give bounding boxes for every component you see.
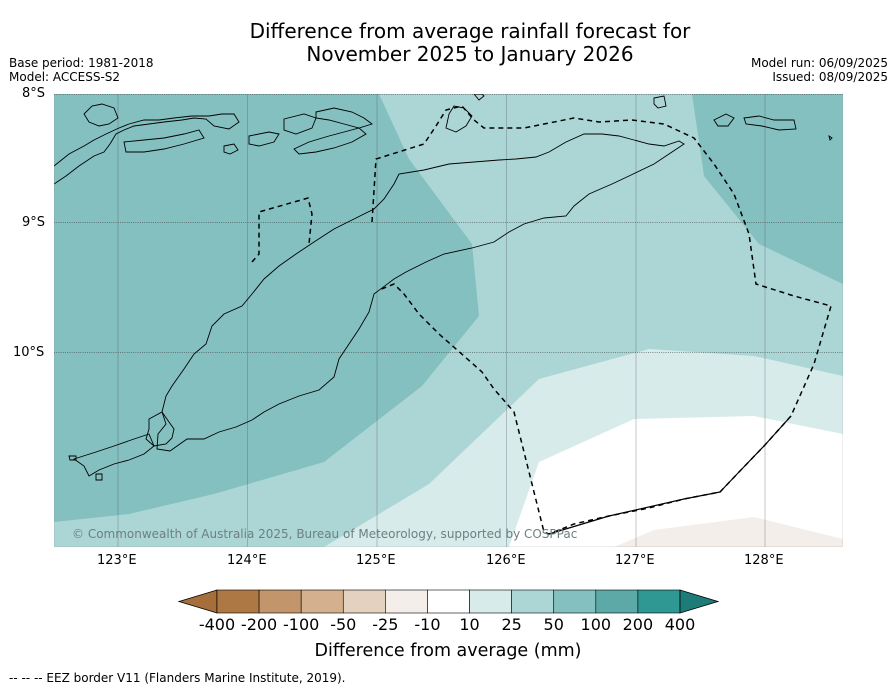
lon-label-127e: 127°E	[615, 553, 655, 568]
colorbar-segment	[216, 589, 260, 614]
colorbar-tick-label: 50	[544, 615, 564, 634]
rainfall-map: © Commonwealth of Australia 2025, Bureau…	[54, 94, 843, 547]
copyright-notice: © Commonwealth of Australia 2025, Bureau…	[72, 527, 577, 541]
colorbar-tick-label: 100	[581, 615, 612, 634]
band-minus-10-25	[614, 517, 843, 547]
colorbar-tick-label: -10	[414, 615, 440, 634]
issued-date: Issued: 08/09/2025	[772, 70, 888, 84]
colorbar-labels: -400 -200 -100 -50 -25 -10 10 25 50 100 200 400	[199, 615, 695, 634]
eez-footer-note: -- -- -- EEZ border V11 (Flanders Marine…	[9, 671, 346, 685]
map-title: Difference from average rainfall forecas…	[0, 20, 896, 66]
meta-left: Base period: 1981-2018 Model: ACCESS-S2	[9, 56, 154, 84]
lon-label-123e: 123°E	[97, 553, 137, 568]
colorbar: -400 -200 -100 -50 -25 -10 10 25 50 100 200 400	[177, 589, 720, 634]
model-name: Model: ACCESS-S2	[9, 70, 121, 84]
colorbar-extend-low	[177, 589, 218, 614]
meta-right: Model run: 06/09/2025 Issued: 08/09/2025	[751, 56, 888, 84]
lat-label-9s: 9°S	[22, 215, 46, 230]
timor-island	[156, 133, 685, 452]
colorbar-tick-label: 400	[665, 615, 696, 634]
colorbar-segment	[427, 589, 470, 614]
colorbar-segment	[258, 589, 302, 614]
coastlines	[54, 94, 833, 481]
alor-island	[54, 113, 240, 185]
colorbar-tick-label: -400	[199, 615, 235, 634]
lat-label-10s: 10°S	[13, 345, 45, 360]
band-50-100-northeast	[692, 94, 843, 284]
colorbar-segment	[595, 589, 639, 614]
colorbar-tick-label: 25	[501, 615, 521, 634]
gridlines	[117, 94, 766, 547]
colorbar-tick-label: 200	[623, 615, 654, 634]
colorbar-extend-high	[679, 589, 720, 614]
colorbar-tick-label: -100	[283, 615, 319, 634]
lat-label-8s: 8°S	[22, 86, 46, 101]
title-line-2: November 2025 to January 2026	[306, 42, 634, 66]
colorbar-segment	[342, 589, 386, 614]
colorbar-title: Difference from average (mm)	[314, 641, 582, 661]
colorbar-tick-label: -200	[241, 615, 277, 634]
model-run: Model run: 06/09/2025	[750, 56, 888, 70]
lon-label-126e: 126°E	[486, 553, 526, 568]
title-line-1: Difference from average rainfall forecas…	[249, 19, 691, 43]
colorbar-segments	[177, 589, 720, 614]
lon-label-128e: 128°E	[744, 553, 784, 568]
colorbar-segment	[469, 589, 512, 614]
colorbar-tick-label: -50	[330, 615, 356, 634]
band-neutral	[509, 416, 843, 547]
colorbar-segment	[637, 589, 681, 614]
colorbar-segment	[300, 589, 344, 614]
colorbar-segment	[553, 589, 597, 614]
colorbar-tick-label: -25	[372, 615, 398, 634]
lon-label-124e: 124°E	[227, 553, 267, 568]
base-period: Base period: 1981-2018	[9, 56, 154, 70]
colorbar-tick-label: 10	[459, 615, 479, 634]
lon-label-125e: 125°E	[356, 553, 396, 568]
colorbar-segment	[511, 589, 555, 614]
colorbar-segment	[385, 589, 428, 614]
